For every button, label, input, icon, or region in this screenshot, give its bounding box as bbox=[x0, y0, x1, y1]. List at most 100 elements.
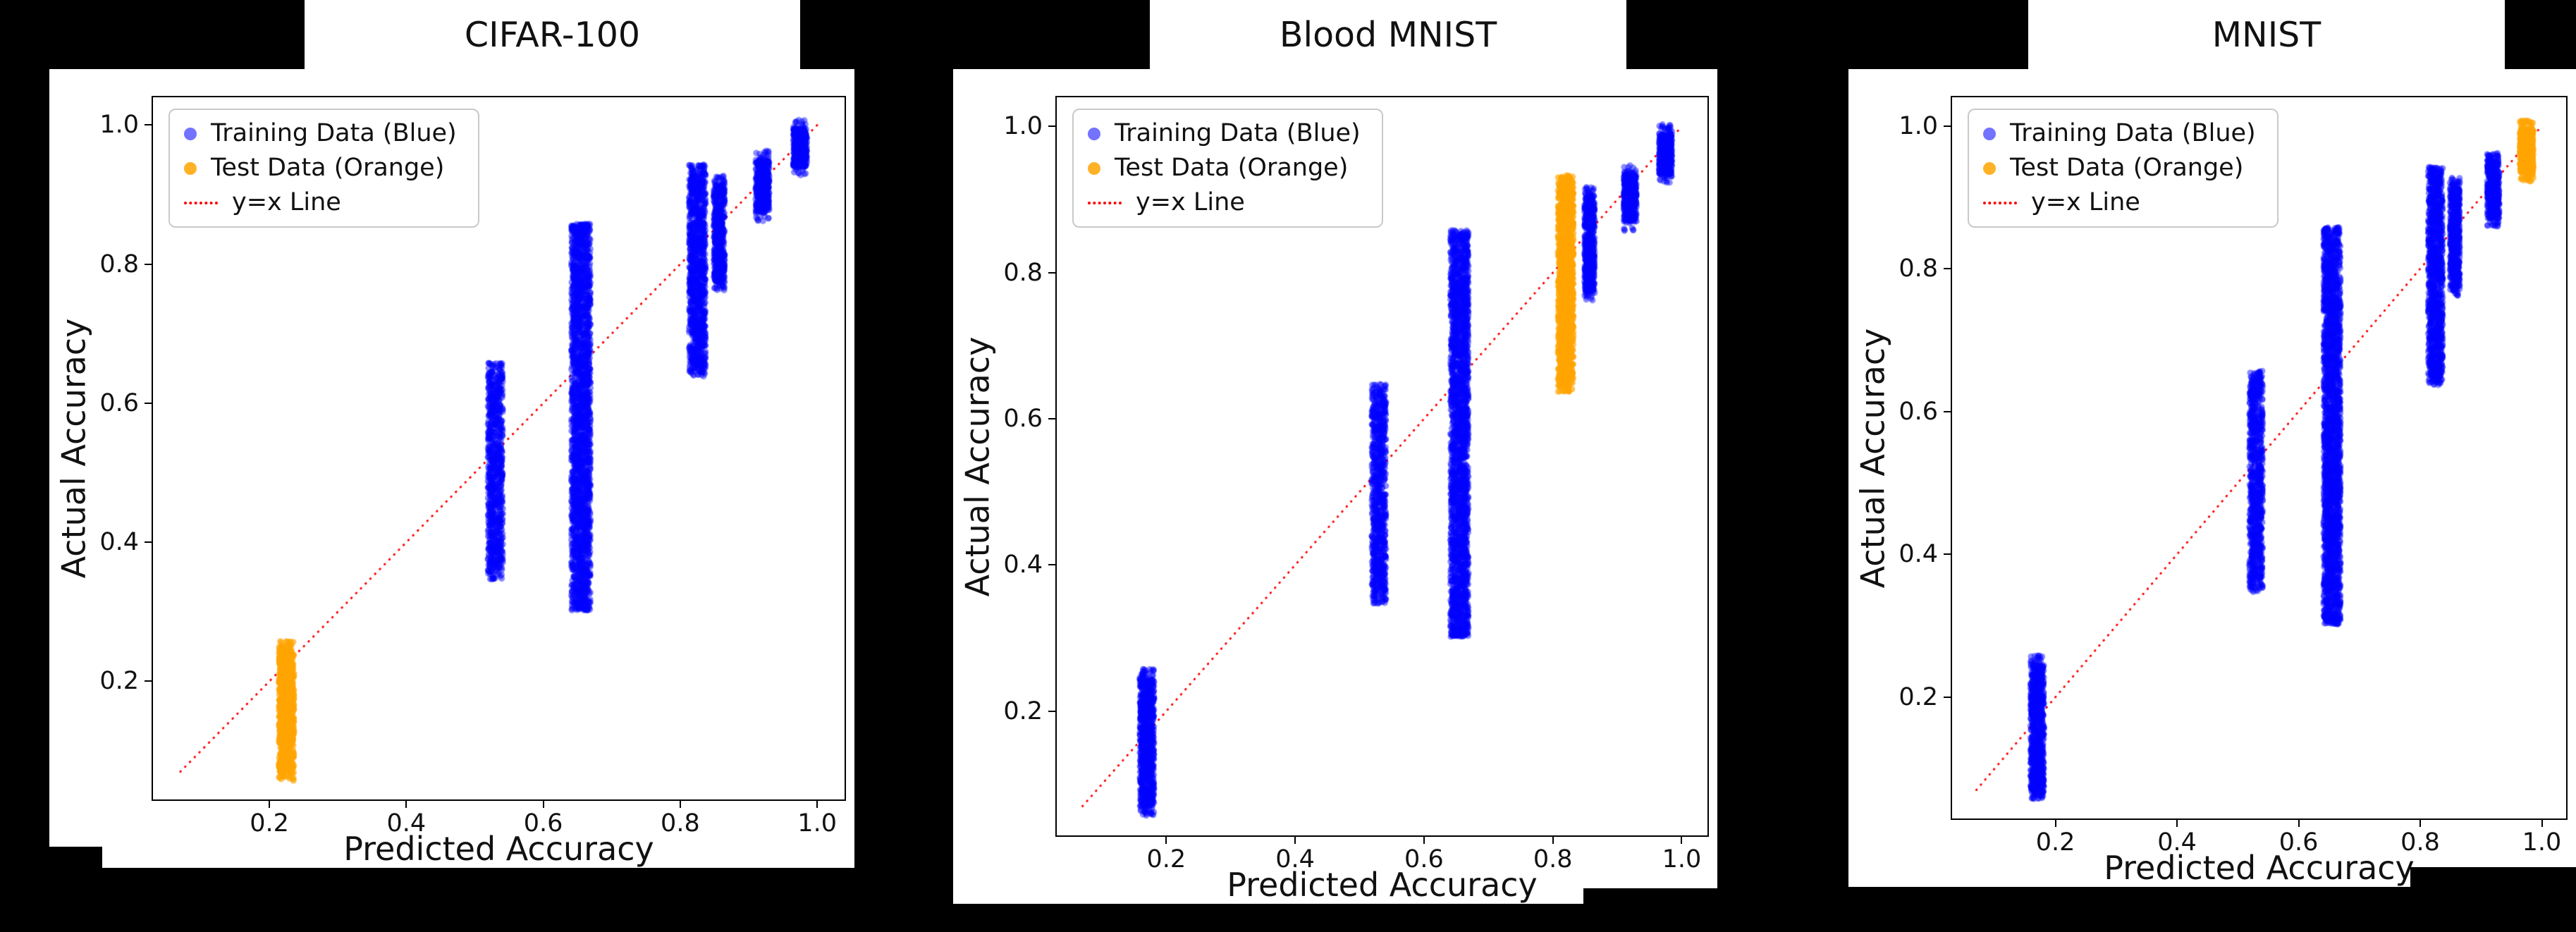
x-tick-label: 1.0 bbox=[797, 809, 837, 838]
legend: Training Data (Blue) Test Data (Orange) … bbox=[168, 109, 479, 228]
legend-label: Training Data (Blue) bbox=[2010, 119, 2256, 147]
background-mask bbox=[953, 0, 1150, 69]
y-tick-mark bbox=[1048, 271, 1055, 274]
x-tick-mark bbox=[405, 801, 407, 808]
x-tick-label: 0.6 bbox=[2278, 828, 2319, 857]
x-tick-mark bbox=[2419, 820, 2422, 827]
x-tick-label: 0.4 bbox=[1275, 845, 1315, 873]
legend-label: Training Data (Blue) bbox=[1115, 119, 1361, 147]
y-tick-mark bbox=[145, 263, 152, 265]
background-mask bbox=[2410, 867, 2576, 887]
x-tick-label: 0.2 bbox=[1146, 845, 1186, 873]
legend-item-identity-line: y=x Line bbox=[1088, 190, 1361, 215]
legend-label: y=x Line bbox=[232, 188, 341, 216]
x-axis-label: Predicted Accuracy bbox=[2104, 849, 2415, 887]
x-tick-mark bbox=[2541, 820, 2543, 827]
legend-item-training-data: Training Data (Blue) bbox=[184, 121, 457, 146]
x-tick-label: 0.2 bbox=[2035, 828, 2075, 857]
y-tick-mark bbox=[1944, 696, 1951, 698]
title-row: Blood MNIST bbox=[953, 0, 1717, 69]
orange-dot-marker-icon bbox=[1088, 161, 1100, 175]
plot-region: Actual Accuracy Training Data (Blue) Tes… bbox=[953, 69, 1717, 904]
chart-title: CIFAR-100 bbox=[305, 0, 800, 69]
y-tick-mark bbox=[1944, 410, 1951, 412]
x-axis-label: Predicted Accuracy bbox=[1227, 866, 1538, 904]
title-row: CIFAR-100 bbox=[49, 0, 854, 69]
red-dotted-line-icon bbox=[184, 201, 218, 204]
legend-item-test-data: Test Data (Orange) bbox=[184, 156, 457, 180]
y-tick-mark bbox=[1048, 564, 1055, 566]
y-axis-label-text: Actual Accuracy bbox=[1853, 328, 1891, 588]
blue-dot-marker-icon bbox=[1983, 127, 1996, 140]
y-tick-mark bbox=[1944, 125, 1951, 127]
plot-region: Actual Accuracy Training Data (Blue) Tes… bbox=[49, 69, 854, 868]
y-tick-label: 0.6 bbox=[1003, 405, 1043, 434]
legend-label: Test Data (Orange) bbox=[1115, 154, 1349, 182]
x-tick-mark bbox=[1294, 837, 1296, 844]
legend: Training Data (Blue) Test Data (Orange) … bbox=[1968, 109, 2278, 228]
legend-item-identity-line: y=x Line bbox=[184, 190, 457, 215]
y-tick-label: 1.0 bbox=[1003, 112, 1043, 141]
x-tick-mark bbox=[1681, 837, 1683, 844]
y-tick-label: 0.2 bbox=[1003, 697, 1043, 725]
title-row: MNIST bbox=[1848, 0, 2576, 69]
y-tick-mark bbox=[145, 124, 152, 126]
y-tick-label: 0.4 bbox=[1003, 551, 1043, 580]
y-tick-mark bbox=[145, 402, 152, 404]
y-tick-mark bbox=[1944, 268, 1951, 270]
background-mask bbox=[1848, 0, 2028, 69]
legend-label: y=x Line bbox=[2031, 188, 2140, 216]
x-tick-mark bbox=[816, 801, 818, 808]
y-tick-label: 0.2 bbox=[1899, 682, 1938, 711]
legend-item-training-data: Training Data (Blue) bbox=[1088, 121, 1361, 146]
background-mask bbox=[1626, 0, 1717, 69]
legend-item-test-data: Test Data (Orange) bbox=[1983, 156, 2256, 180]
background-mask bbox=[2505, 0, 2576, 69]
y-tick-label: 0.8 bbox=[1899, 255, 1938, 283]
y-tick-label: 0.4 bbox=[1899, 540, 1938, 569]
background-mask bbox=[1583, 888, 1717, 904]
legend-item-identity-line: y=x Line bbox=[1983, 190, 2256, 215]
y-tick-label: 0.4 bbox=[99, 528, 139, 557]
x-tick-mark bbox=[1423, 837, 1425, 844]
legend-label: Test Data (Orange) bbox=[211, 154, 445, 182]
y-axis-label: Actual Accuracy bbox=[1853, 96, 1892, 820]
background-mask bbox=[49, 0, 305, 69]
orange-dot-marker-icon bbox=[184, 161, 197, 175]
background-mask bbox=[49, 847, 102, 868]
background-mask bbox=[800, 0, 854, 69]
x-axis-label: Predicted Accuracy bbox=[343, 830, 654, 868]
chart-title: MNIST bbox=[2028, 0, 2505, 69]
plot-area: Training Data (Blue) Test Data (Orange) … bbox=[152, 96, 846, 801]
x-tick-label: 0.8 bbox=[661, 809, 700, 838]
chart-panel-cifar-100: CIFAR-100 Actual Accuracy Training Data … bbox=[49, 0, 854, 868]
x-tick-label: 0.6 bbox=[523, 809, 563, 838]
x-tick-label: 1.0 bbox=[1662, 845, 1702, 873]
red-dotted-line-icon bbox=[1983, 201, 2017, 204]
blue-dot-marker-icon bbox=[184, 127, 197, 140]
x-tick-label: 1.0 bbox=[2522, 828, 2562, 857]
legend-label: Training Data (Blue) bbox=[211, 119, 457, 147]
y-tick-mark bbox=[1944, 553, 1951, 556]
y-axis-label: Actual Accuracy bbox=[54, 96, 93, 801]
y-tick-mark bbox=[1048, 125, 1055, 128]
y-tick-mark bbox=[1048, 418, 1055, 420]
legend: Training Data (Blue) Test Data (Orange) … bbox=[1072, 109, 1383, 228]
x-tick-mark bbox=[542, 801, 544, 808]
legend-label: Test Data (Orange) bbox=[2010, 154, 2244, 182]
x-tick-label: 0.8 bbox=[1533, 845, 1573, 873]
blue-dot-marker-icon bbox=[1088, 127, 1100, 140]
y-tick-mark bbox=[1048, 710, 1055, 712]
x-tick-label: 0.8 bbox=[2400, 828, 2440, 857]
y-axis-label-text: Actual Accuracy bbox=[958, 336, 996, 596]
y-axis-label-text: Actual Accuracy bbox=[54, 318, 92, 579]
x-tick-mark bbox=[269, 801, 271, 808]
legend-item-training-data: Training Data (Blue) bbox=[1983, 121, 2256, 146]
plot-region: Actual Accuracy Training Data (Blue) Tes… bbox=[1848, 69, 2576, 887]
y-tick-label: 1.0 bbox=[1899, 111, 1938, 140]
plot-area: Training Data (Blue) Test Data (Orange) … bbox=[1055, 96, 1709, 837]
y-tick-label: 1.0 bbox=[99, 111, 139, 140]
legend-label: y=x Line bbox=[1136, 188, 1245, 216]
plot-area: Training Data (Blue) Test Data (Orange) … bbox=[1951, 96, 2568, 820]
